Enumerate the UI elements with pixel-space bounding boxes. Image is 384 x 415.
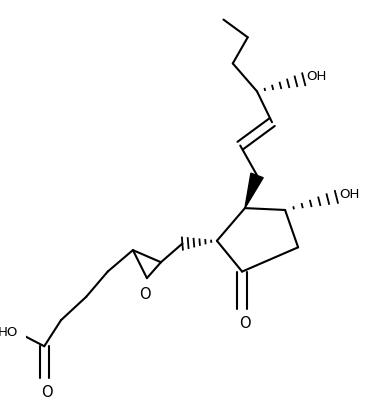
Text: O: O [239,316,251,332]
Polygon shape [245,173,263,208]
Text: O: O [41,386,53,400]
Text: HO: HO [0,326,18,339]
Text: O: O [139,286,151,302]
Text: OH: OH [306,70,327,83]
Text: OH: OH [339,188,359,200]
